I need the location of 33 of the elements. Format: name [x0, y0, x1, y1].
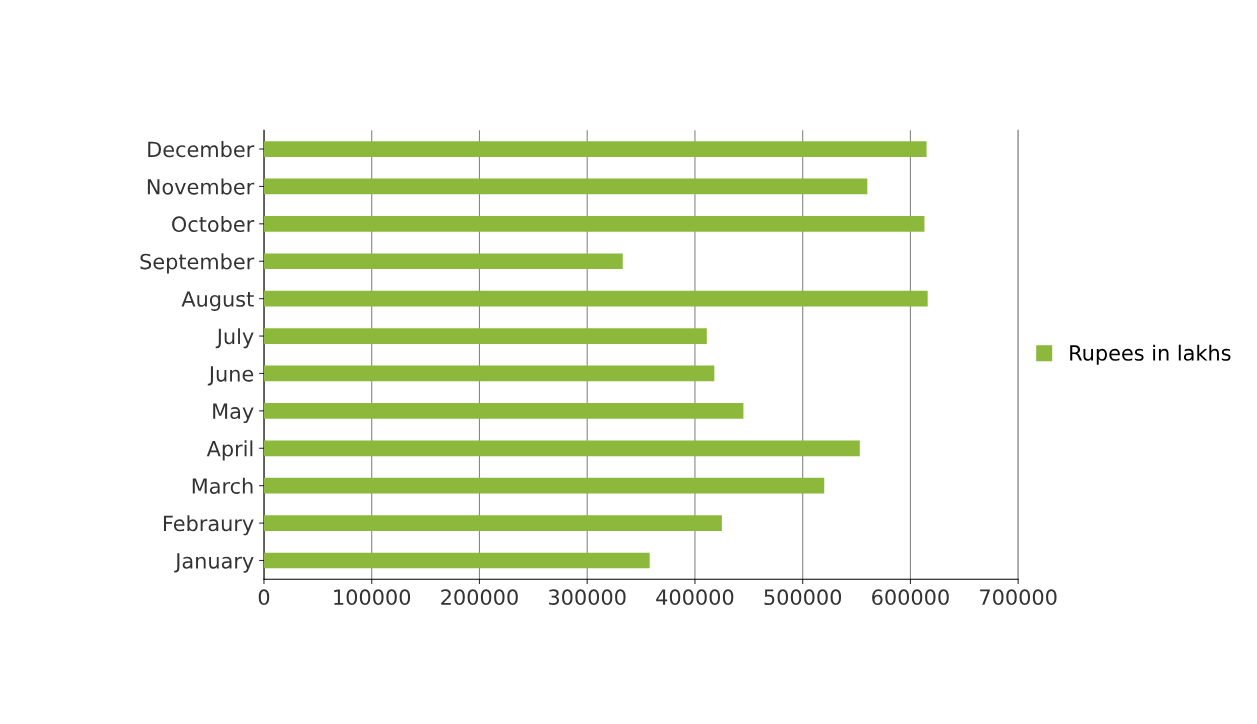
- y-tick-label: April: [206, 440, 253, 461]
- x-tick-label: 600000: [872, 589, 949, 606]
- x-tick-label: 300000: [549, 589, 626, 606]
- y-tick-label: Febraury: [163, 515, 254, 536]
- y-tick-label: May: [213, 403, 254, 424]
- bar: [263, 178, 868, 195]
- y-tick-label: January: [174, 553, 254, 573]
- x-tick-label: 0: [258, 589, 270, 606]
- bar: [263, 552, 650, 569]
- bar: [263, 328, 707, 344]
- y-tick-label: November: [147, 178, 255, 195]
- x-tick-label: 200000: [441, 589, 518, 606]
- y-tick-label: October: [172, 215, 255, 233]
- y-tick-label: August: [181, 291, 254, 311]
- bar: [263, 365, 715, 382]
- x-tick-label: 500000: [764, 589, 842, 606]
- bar: [263, 440, 860, 457]
- y-tick-label: June: [207, 366, 254, 386]
- bar: [263, 290, 928, 307]
- x-tick-label: 100000: [334, 589, 411, 606]
- y-tick-label: July: [215, 328, 254, 349]
- x-tick-label: 700000: [980, 589, 1057, 606]
- bar: [263, 477, 825, 494]
- bar: [263, 403, 744, 419]
- bar: [263, 141, 927, 157]
- y-tick-label: March: [192, 477, 253, 494]
- y-tick-label: December: [148, 141, 255, 158]
- bar: [263, 253, 623, 270]
- bar: [263, 515, 722, 531]
- bar: [263, 215, 925, 232]
- legend-label: Rupees in lakhs: [1070, 344, 1231, 365]
- y-tick-label: September: [140, 253, 255, 274]
- x-tick-label: 400000: [656, 589, 734, 606]
